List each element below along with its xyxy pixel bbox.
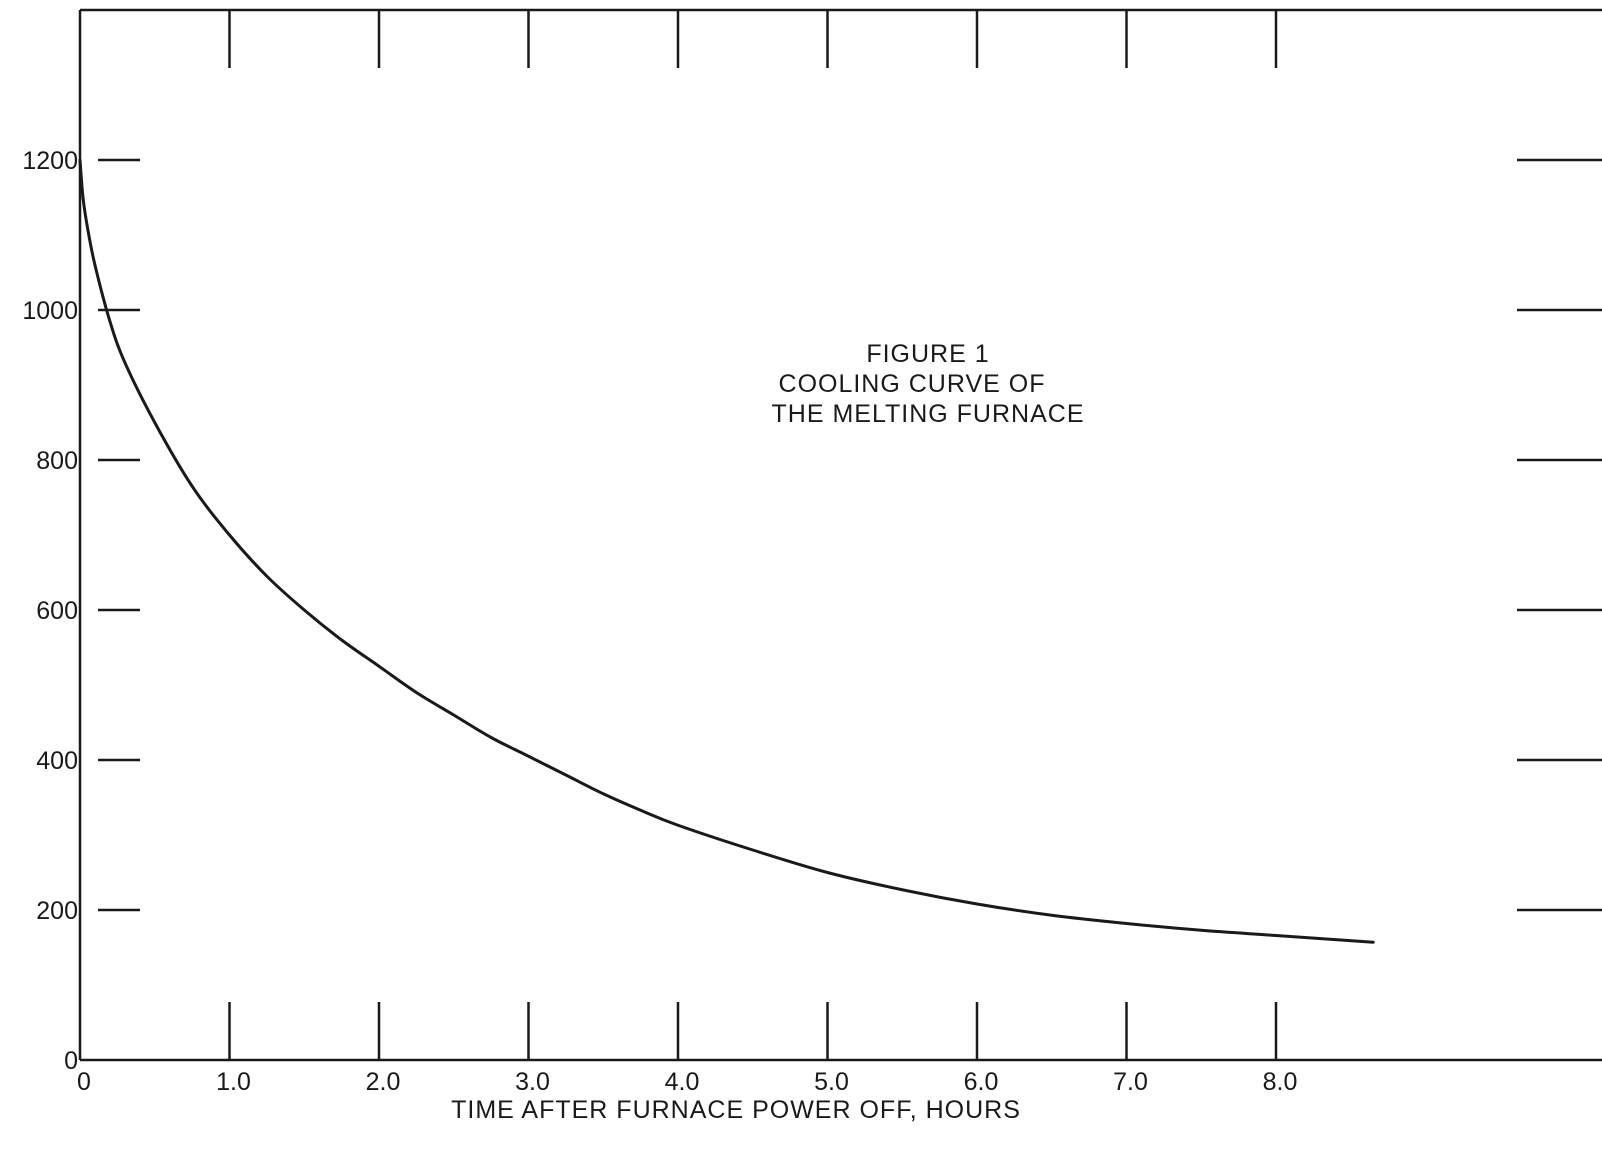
x-tick-label-8: 8.0 <box>1263 1068 1298 1096</box>
x-axis-ticks: 0 1.0 2.0 3.0 4.0 5.0 6.0 7.0 8.0 <box>77 10 1297 1096</box>
figure-caption: FIGURE 1 COOLING CURVE OF THE MELTING FU… <box>772 340 1085 428</box>
x-tick-label-0: 0 <box>77 1068 91 1096</box>
y-tick-label-1: 200 <box>36 897 78 925</box>
x-tick-label-4: 4.0 <box>665 1068 700 1096</box>
x-tick-label-1: 1.0 <box>216 1068 251 1096</box>
x-tick-label-2: 2.0 <box>366 1068 401 1096</box>
plot-frame-group <box>78 8 1602 1062</box>
y-axis-ticks: 0 200 400 600 800 1000 1200 <box>22 147 1602 1075</box>
x-tick-label-6: 6.0 <box>964 1068 999 1096</box>
y-tick-label-0: 0 <box>64 1047 78 1075</box>
series-layer <box>78 158 1375 944</box>
x-tick-label-7: 7.0 <box>1113 1068 1148 1096</box>
y-tick-label-2: 400 <box>36 747 78 775</box>
y-tick-label-6: 1200 <box>22 147 78 175</box>
caption-line-1: FIGURE 1 <box>866 340 989 368</box>
cooling-curve-series-line-0 <box>78 158 1375 944</box>
caption-line-2: COOLING CURVE OF <box>779 370 1046 398</box>
y-tick-label-3: 600 <box>36 597 78 625</box>
x-tick-label-5: 5.0 <box>814 1068 849 1096</box>
y-tick-label-5: 1000 <box>22 297 78 325</box>
y-tick-label-4: 800 <box>36 447 78 475</box>
caption-line-3: THE MELTING FURNACE <box>772 400 1085 428</box>
x-tick-label-3: 3.0 <box>515 1068 550 1096</box>
x-axis-label: TIME AFTER FURNACE POWER OFF, HOURS <box>451 1096 1021 1124</box>
